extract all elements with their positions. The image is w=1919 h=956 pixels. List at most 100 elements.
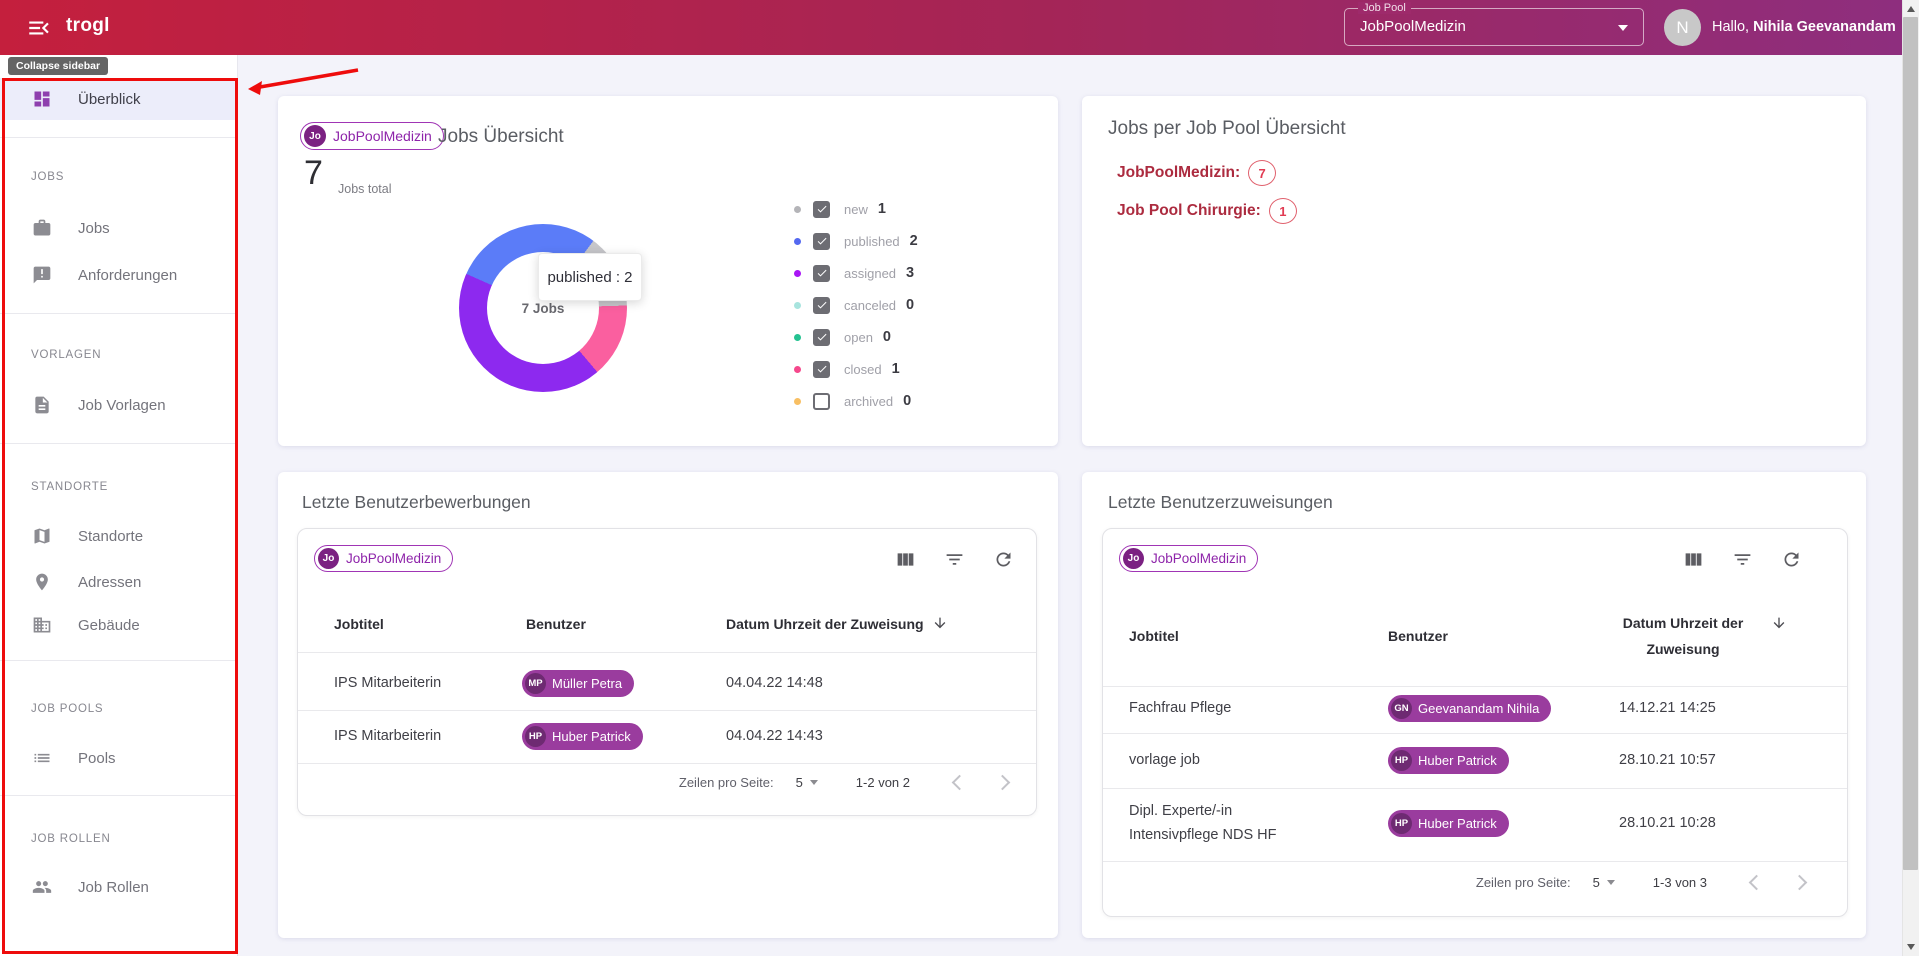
user-chip[interactable]: HP Huber Patrick bbox=[1388, 747, 1509, 774]
legend-checkbox[interactable] bbox=[813, 232, 830, 250]
scrollbar-up-icon[interactable] bbox=[1907, 6, 1915, 12]
pool-count-row[interactable]: JobPoolMedizin: 7 bbox=[1117, 160, 1277, 186]
row-date: 28.10.21 10:28 bbox=[1619, 815, 1716, 831]
divider bbox=[298, 652, 1036, 653]
column-header-datum-line2[interactable]: Zuweisung bbox=[1646, 641, 1720, 657]
legend-checkbox[interactable] bbox=[813, 328, 830, 346]
chevron-down-icon bbox=[1606, 880, 1615, 885]
legend-checkbox[interactable] bbox=[813, 360, 830, 378]
job-pool-chip[interactable]: Jo JobPoolMedizin bbox=[1119, 545, 1259, 572]
job-pool-select[interactable]: Job Pool JobPoolMedizin bbox=[1344, 2, 1644, 46]
row-date: 14.12.21 14:25 bbox=[1619, 700, 1716, 716]
divider bbox=[0, 795, 237, 796]
refresh-icon[interactable] bbox=[993, 549, 1014, 570]
sort-desc-icon[interactable] bbox=[1771, 615, 1787, 631]
chip-label: JobPoolMedizin bbox=[346, 551, 442, 566]
announcement-icon bbox=[33, 266, 51, 284]
divider bbox=[0, 660, 237, 661]
chevron-down-icon bbox=[1618, 25, 1628, 31]
user-chip[interactable]: GN Geevanandam Nihila bbox=[1388, 695, 1552, 722]
column-header-jobtitel[interactable]: Jobtitel bbox=[1129, 628, 1179, 644]
legend-checkbox[interactable] bbox=[813, 264, 830, 282]
people-icon bbox=[32, 881, 52, 893]
legend-dot bbox=[794, 333, 801, 341]
legend-row-published: published 2 bbox=[794, 225, 918, 257]
sort-desc-icon[interactable] bbox=[932, 615, 948, 631]
greeting-name: Nihila Geevanandam bbox=[1753, 19, 1896, 35]
rows-per-page-select[interactable]: 5 bbox=[796, 775, 818, 790]
sidebar-item-anforderungen[interactable]: Anforderungen bbox=[0, 254, 237, 296]
row-jobtitle: Fachfrau Pflege bbox=[1129, 700, 1232, 716]
next-page-icon[interactable] bbox=[1791, 874, 1808, 891]
job-pool-chip[interactable]: Jo JobPoolMedizin bbox=[314, 545, 454, 572]
legend-checkbox[interactable] bbox=[813, 392, 830, 410]
sidebar-section-standorte: STANDORTE bbox=[31, 481, 109, 493]
user-avatar[interactable]: N bbox=[1664, 9, 1701, 46]
previous-page-icon[interactable] bbox=[1748, 874, 1765, 891]
column-header-benutzer[interactable]: Benutzer bbox=[526, 616, 586, 632]
column-header-benutzer[interactable]: Benutzer bbox=[1388, 628, 1448, 644]
sidebar-section-jobs: JOBS bbox=[31, 171, 65, 183]
user-chip[interactable]: HP Huber Patrick bbox=[1388, 810, 1509, 837]
legend-dot bbox=[794, 269, 801, 277]
chip-avatar: Jo bbox=[304, 125, 326, 147]
table-toolbar bbox=[1683, 549, 1802, 570]
legend-row-new: new 1 bbox=[794, 193, 918, 225]
row-jobtitle: vorlage job bbox=[1129, 752, 1200, 768]
next-page-icon[interactable] bbox=[994, 774, 1011, 791]
user-chip[interactable]: MP Müller Petra bbox=[522, 670, 635, 697]
sidebar-item-jobs[interactable]: Jobs bbox=[0, 207, 237, 249]
sidebar-item-adressen[interactable]: Adressen bbox=[0, 561, 237, 603]
divider bbox=[298, 763, 1036, 764]
legend-label: assigned bbox=[844, 265, 897, 281]
pagination: Zeilen pro Seite: 5 1-3 von 3 bbox=[1103, 874, 1808, 891]
filter-icon[interactable] bbox=[1732, 549, 1753, 570]
user-greeting: Hallo, Nihila Geevanandam bbox=[1712, 19, 1896, 35]
columns-icon[interactable] bbox=[895, 549, 916, 570]
column-header-jobtitel[interactable]: Jobtitel bbox=[334, 616, 384, 632]
row-jobtitle-line1: Dipl. Experte/-in bbox=[1129, 803, 1233, 819]
menu-open-icon[interactable] bbox=[26, 15, 52, 41]
columns-icon[interactable] bbox=[1683, 549, 1704, 570]
sidebar-item-pools[interactable]: Pools bbox=[0, 737, 237, 779]
legend-count: 1 bbox=[877, 201, 886, 217]
divider bbox=[1103, 861, 1847, 862]
row-jobtitle-line2: Intensivpflege NDS HF bbox=[1129, 827, 1277, 843]
sidebar-item-job-vorlagen[interactable]: Job Vorlagen bbox=[0, 384, 237, 426]
legend-row-assigned: assigned 3 bbox=[794, 257, 918, 289]
sidebar-section-job-rollen: JOB ROLLEN bbox=[31, 833, 111, 845]
sidebar-item-label: Job Rollen bbox=[78, 878, 149, 896]
sidebar-item-ueberblick[interactable]: Überblick bbox=[0, 78, 237, 120]
sidebar-item-label: Job Vorlagen bbox=[78, 396, 166, 414]
briefcase-icon bbox=[33, 219, 51, 236]
scrollbar-down-icon[interactable] bbox=[1907, 944, 1915, 950]
sidebar-item-label: Überblick bbox=[78, 90, 141, 108]
job-pool-chip[interactable]: Jo JobPoolMedizin bbox=[300, 122, 444, 150]
sidebar-section-vorlagen: VORLAGEN bbox=[31, 349, 102, 361]
donut-center-label: 7 Jobs bbox=[521, 300, 565, 316]
applications-card: Letzte Benutzerbewerbungen Jo JobPoolMed… bbox=[278, 472, 1058, 938]
pool-count-row[interactable]: Job Pool Chirurgie: 1 bbox=[1117, 198, 1297, 224]
user-name: Huber Patrick bbox=[552, 729, 631, 744]
refresh-icon[interactable] bbox=[1781, 549, 1802, 570]
sidebar-item-standorte[interactable]: Standorte bbox=[0, 515, 237, 557]
user-chip[interactable]: HP Huber Patrick bbox=[522, 723, 643, 750]
annotation-arrow bbox=[248, 68, 359, 95]
filter-icon[interactable] bbox=[944, 549, 965, 570]
scrollbar-thumb[interactable] bbox=[1903, 17, 1918, 870]
rows-per-page-select[interactable]: 5 bbox=[1593, 875, 1615, 890]
building-icon bbox=[33, 617, 51, 633]
document-icon bbox=[35, 396, 49, 414]
column-header-datum[interactable]: Datum Uhrzeit der Zuweisung bbox=[726, 616, 924, 632]
sidebar-item-job-rollen[interactable]: Job Rollen bbox=[0, 866, 237, 908]
divider bbox=[1103, 788, 1847, 789]
legend-checkbox[interactable] bbox=[813, 296, 830, 314]
legend-checkbox[interactable] bbox=[813, 200, 830, 218]
sidebar-item-gebaeude[interactable]: Gebäude bbox=[0, 604, 237, 646]
job-pool-select-value: JobPoolMedizin bbox=[1360, 18, 1466, 35]
user-name: Geevanandam Nihila bbox=[1418, 701, 1540, 716]
column-header-datum-line1[interactable]: Datum Uhrzeit der bbox=[1622, 615, 1744, 631]
previous-page-icon[interactable] bbox=[951, 774, 968, 791]
legend-label: new bbox=[844, 201, 868, 217]
pool-label: JobPoolMedizin: bbox=[1117, 164, 1241, 181]
